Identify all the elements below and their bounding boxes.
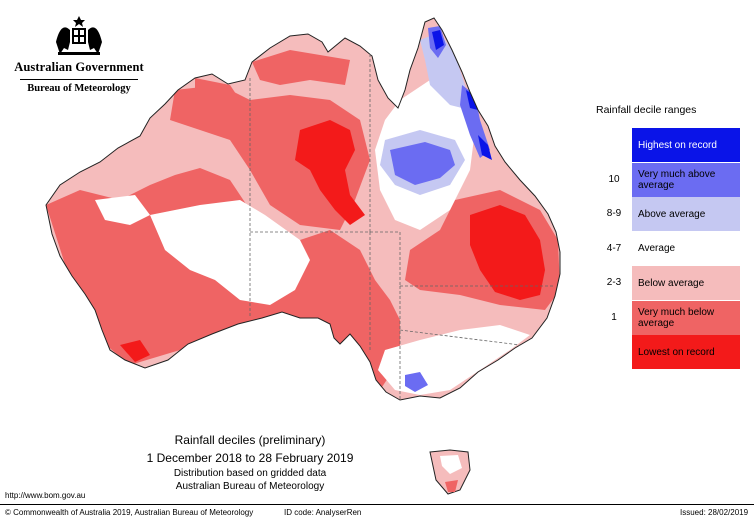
legend-code: 10	[608, 173, 620, 185]
region-vmba-nw	[195, 78, 240, 110]
logo-divider	[20, 79, 138, 80]
id-code: ID code: AnalyserRen	[284, 508, 362, 517]
legend-label: Average	[638, 243, 676, 254]
legend-row: 10 Very much above average	[600, 162, 750, 197]
state-borders	[249, 54, 555, 400]
legend-label: Very much above average	[638, 168, 716, 191]
legend-label: Lowest on record	[638, 346, 715, 358]
region-highest-cape	[432, 30, 444, 50]
legend-label: Highest on record	[638, 139, 717, 151]
legend-swatch	[632, 335, 740, 369]
legend-code: 8-9	[606, 208, 622, 219]
region-highest-townsville	[478, 135, 492, 160]
legend-title: Rainfall decile ranges	[596, 104, 697, 116]
region-lowest-nsw	[470, 205, 545, 300]
legend-code: 4-7	[606, 242, 622, 254]
region-vmba-topend	[252, 50, 350, 85]
map-source: Australian Bureau of Meteorology	[175, 481, 325, 492]
legend-swatch	[632, 266, 740, 300]
map-period: 1 December 2018 to 28 February 2019	[146, 451, 354, 465]
legend-row: 4-7 Average	[600, 231, 750, 266]
government-logo: Australian Government Bureau of Meteorol…	[14, 12, 144, 94]
issued-date: Issued: 28/02/2019	[680, 508, 749, 517]
legend-label: Below average	[638, 277, 705, 289]
region-average-central	[150, 200, 310, 305]
legend-swatch	[632, 128, 740, 162]
footer-divider	[0, 504, 754, 505]
legend-swatch	[632, 300, 740, 335]
map-title: Rainfall deciles (preliminary)	[174, 433, 326, 447]
legend-label: Above average	[638, 208, 706, 220]
legend-code: 1	[611, 311, 617, 323]
legend-row: Highest on record	[600, 128, 750, 162]
region-highest-coast	[466, 90, 478, 110]
coat-of-arms-icon	[56, 16, 102, 55]
map-note: Distribution based on gridded data	[173, 468, 327, 479]
region-vmaa-qld	[390, 142, 455, 185]
region-vmaa-vic	[405, 372, 428, 392]
region-vmba-north	[170, 85, 370, 230]
legend-row: 1 Very much below average	[600, 300, 750, 335]
legend-label: Very much below average	[638, 306, 715, 329]
legend-row: 2-3 Below average	[600, 266, 750, 300]
region-average-west	[95, 195, 150, 225]
legend-swatch	[632, 162, 740, 197]
tasmania-average	[440, 455, 462, 474]
legend-swatch	[632, 231, 740, 266]
legend-row: 8-9 Above average	[600, 197, 750, 231]
legend-swatch	[632, 197, 740, 231]
bureau-name: Bureau of Meteorology	[27, 83, 131, 94]
region-lowest-nt	[295, 120, 365, 225]
region-lowest-sw	[120, 340, 150, 362]
legend-code: 2-3	[606, 277, 622, 288]
legend-row: Lowest on record	[600, 335, 750, 369]
tasmania-vmba	[445, 480, 458, 492]
copyright-text: © Commonwealth of Australia 2019, Austra…	[5, 508, 254, 517]
organisation-name: Australian Government	[14, 60, 144, 74]
decile-regions	[46, 26, 560, 395]
website-url[interactable]: http://www.bom.gov.au	[5, 491, 86, 500]
region-above-capeyork	[420, 32, 470, 110]
